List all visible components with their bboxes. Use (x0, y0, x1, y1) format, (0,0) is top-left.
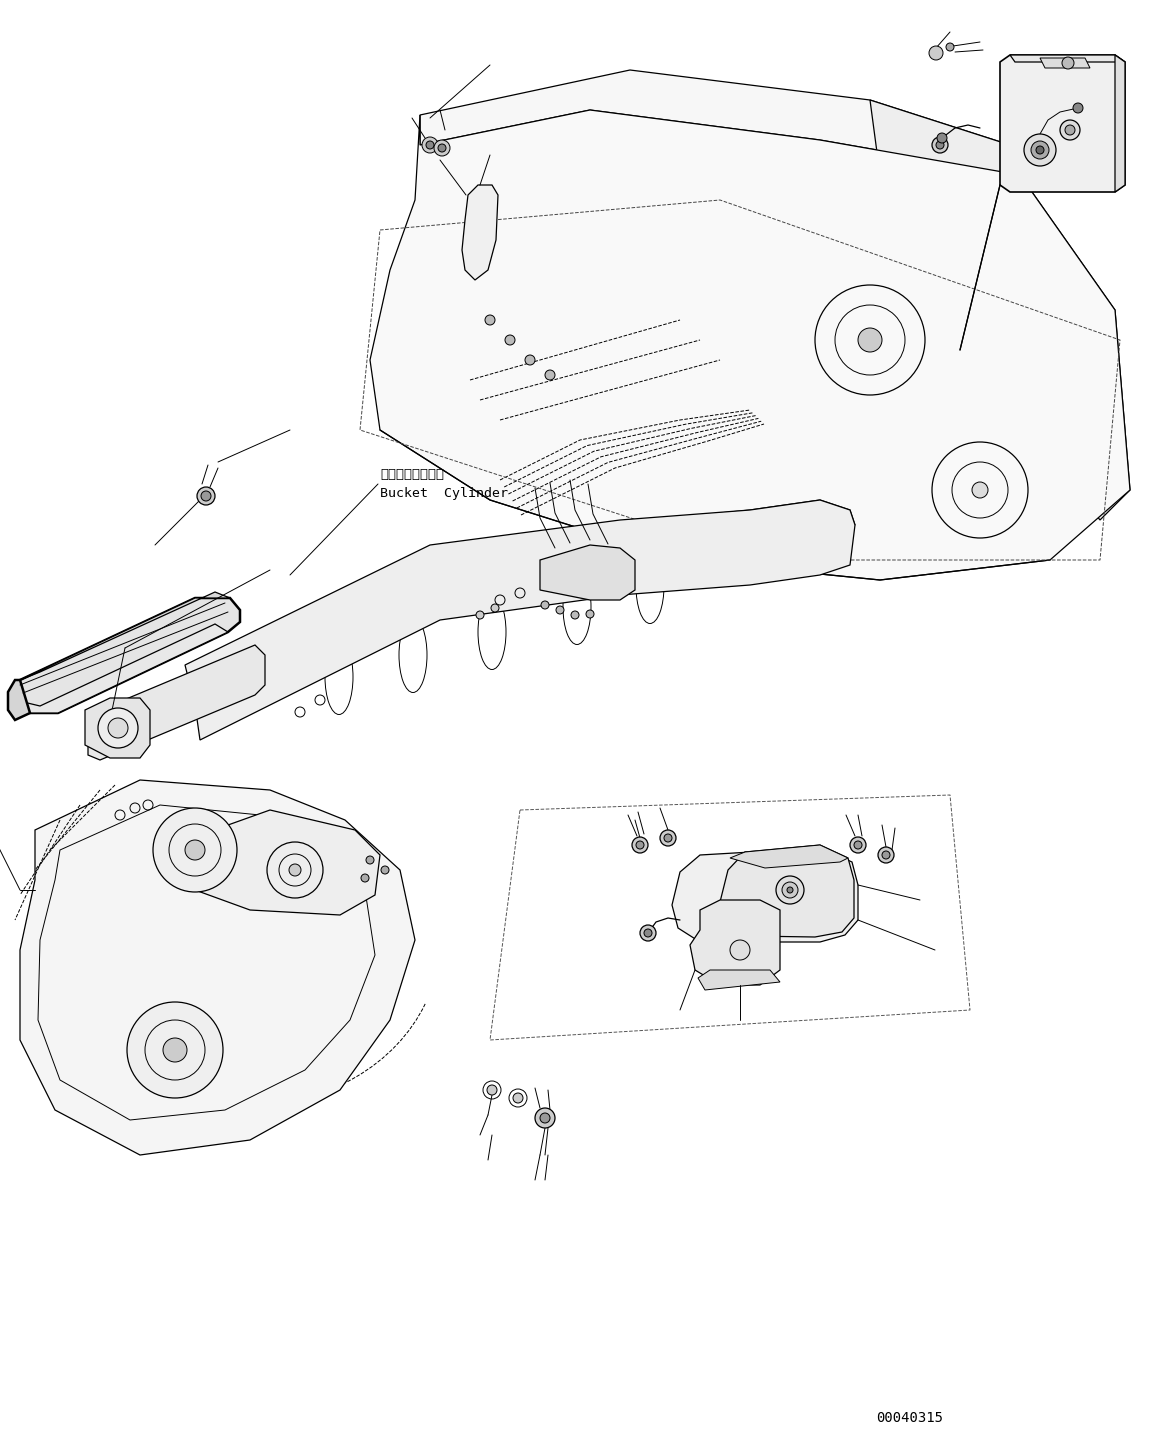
Circle shape (426, 141, 434, 150)
Circle shape (541, 602, 549, 609)
Circle shape (163, 1037, 187, 1062)
Circle shape (1062, 57, 1073, 68)
Circle shape (882, 851, 890, 859)
Polygon shape (15, 599, 240, 713)
Polygon shape (185, 500, 855, 740)
Circle shape (636, 841, 644, 849)
Circle shape (937, 134, 947, 142)
Polygon shape (690, 899, 780, 985)
Circle shape (422, 137, 438, 153)
Circle shape (1059, 121, 1080, 139)
Circle shape (858, 328, 882, 352)
Circle shape (127, 1003, 223, 1098)
Polygon shape (540, 545, 635, 600)
Circle shape (487, 1085, 497, 1096)
Circle shape (366, 856, 374, 865)
Circle shape (644, 928, 652, 937)
Circle shape (1073, 103, 1083, 113)
Text: バケットシリンダ: バケットシリンダ (380, 468, 444, 481)
Circle shape (586, 610, 594, 618)
Circle shape (361, 875, 369, 882)
Polygon shape (20, 780, 415, 1155)
Circle shape (434, 139, 450, 155)
Text: Bucket  Cylinder: Bucket Cylinder (380, 487, 508, 500)
Circle shape (381, 866, 388, 875)
Circle shape (878, 847, 894, 863)
Circle shape (946, 44, 954, 51)
Polygon shape (20, 591, 230, 680)
Circle shape (505, 336, 515, 344)
Circle shape (571, 612, 579, 619)
Circle shape (267, 841, 323, 898)
Polygon shape (370, 110, 1130, 580)
Polygon shape (15, 623, 228, 713)
Circle shape (787, 886, 793, 894)
Circle shape (201, 491, 211, 501)
Polygon shape (698, 971, 780, 989)
Circle shape (154, 808, 237, 892)
Circle shape (197, 487, 215, 506)
Circle shape (98, 708, 138, 748)
Polygon shape (420, 70, 1020, 174)
Circle shape (664, 834, 672, 841)
Polygon shape (1000, 55, 1125, 192)
Circle shape (640, 926, 656, 942)
Polygon shape (1115, 55, 1125, 192)
Polygon shape (730, 846, 848, 867)
Circle shape (491, 604, 499, 612)
Circle shape (659, 830, 676, 846)
Polygon shape (462, 185, 498, 280)
Circle shape (1036, 145, 1044, 154)
Circle shape (936, 141, 944, 150)
Circle shape (485, 315, 495, 325)
Circle shape (288, 865, 301, 876)
Polygon shape (1009, 55, 1125, 62)
Circle shape (525, 355, 535, 365)
Circle shape (108, 718, 128, 738)
Circle shape (185, 840, 205, 860)
Circle shape (513, 1093, 523, 1103)
Circle shape (782, 882, 798, 898)
Circle shape (556, 606, 564, 615)
Polygon shape (85, 697, 150, 758)
Circle shape (438, 144, 445, 153)
Circle shape (476, 612, 484, 619)
Circle shape (776, 876, 804, 904)
Polygon shape (88, 645, 265, 760)
Circle shape (854, 841, 862, 849)
Circle shape (730, 940, 750, 960)
Circle shape (1032, 141, 1049, 158)
Polygon shape (8, 680, 30, 721)
Circle shape (932, 137, 948, 153)
Circle shape (545, 371, 555, 381)
Polygon shape (672, 849, 858, 942)
Polygon shape (720, 846, 854, 937)
Circle shape (1065, 125, 1075, 135)
Circle shape (535, 1109, 555, 1128)
Circle shape (929, 46, 943, 60)
Circle shape (1023, 134, 1056, 166)
Polygon shape (195, 809, 380, 915)
Circle shape (972, 482, 989, 498)
Text: 00040315: 00040315 (877, 1411, 943, 1425)
Polygon shape (255, 500, 855, 684)
Circle shape (850, 837, 866, 853)
Circle shape (540, 1113, 550, 1123)
Polygon shape (1040, 58, 1090, 68)
Polygon shape (870, 100, 1130, 520)
Circle shape (632, 837, 648, 853)
